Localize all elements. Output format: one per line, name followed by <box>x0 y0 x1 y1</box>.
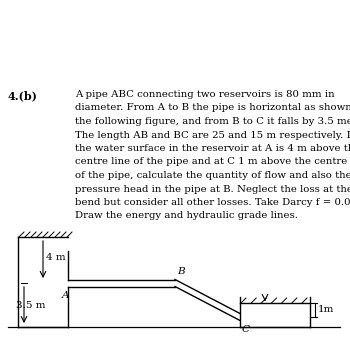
Text: 3.5 m: 3.5 m <box>16 300 46 309</box>
Text: the water surface in the reservoir at A is 4 m above the: the water surface in the reservoir at A … <box>75 144 350 153</box>
Text: A pipe ABC connecting two reservoirs is 80 mm in: A pipe ABC connecting two reservoirs is … <box>75 90 335 99</box>
Text: C: C <box>242 325 250 334</box>
Text: A: A <box>62 292 70 300</box>
Text: diameter. From A to B the pipe is horizontal as shown in: diameter. From A to B the pipe is horizo… <box>75 104 350 112</box>
Text: B: B <box>177 267 185 276</box>
Text: bend but consider all other losses. Take Darcy f = 0.024.: bend but consider all other losses. Take… <box>75 198 350 207</box>
Text: 4.(b): 4.(b) <box>8 90 38 101</box>
Text: 4 m: 4 m <box>46 254 66 263</box>
Text: 1m: 1m <box>318 306 334 315</box>
Text: of the pipe, calculate the quantity of flow and also the: of the pipe, calculate the quantity of f… <box>75 171 350 180</box>
Text: pressure head in the pipe at B. Neglect the loss at the: pressure head in the pipe at B. Neglect … <box>75 185 350 194</box>
Text: Draw the energy and hydraulic grade lines.: Draw the energy and hydraulic grade line… <box>75 211 298 220</box>
Text: the following figure, and from B to C it falls by 3.5 metres.: the following figure, and from B to C it… <box>75 117 350 126</box>
Text: The length AB and BC are 25 and 15 m respectively. If: The length AB and BC are 25 and 15 m res… <box>75 130 350 139</box>
Text: centre line of the pipe and at C 1 m above the centre line: centre line of the pipe and at C 1 m abo… <box>75 158 350 167</box>
